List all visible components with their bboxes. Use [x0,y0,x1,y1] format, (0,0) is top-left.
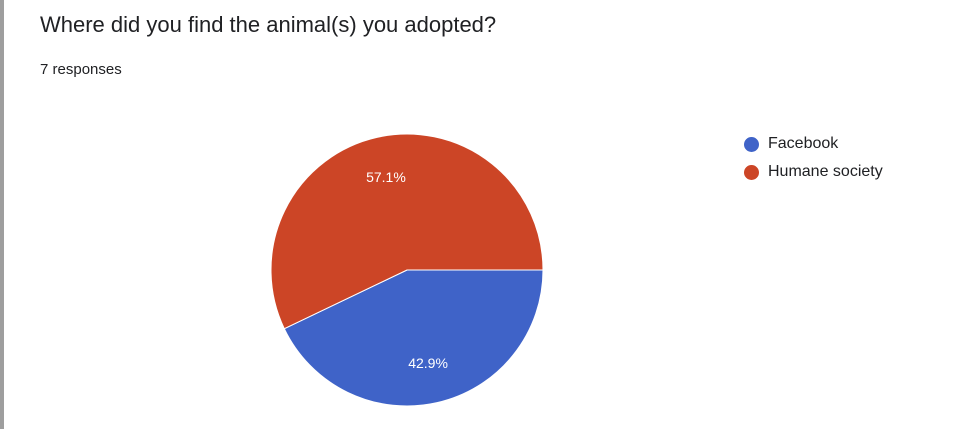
legend-swatch-facebook [744,136,759,152]
legend-swatch-humane-society [744,164,759,180]
chart-legend: Facebook Humane society [744,130,883,186]
legend-item-humane-society[interactable]: Humane society [744,158,883,186]
pie-slice-humane-society[interactable] [270,133,544,330]
pie-label-humane-society: 57.1% [366,169,406,185]
legend-label-facebook: Facebook [768,135,839,152]
pie-chart: 42.9% 57.1% [270,133,544,407]
legend-label-humane-society: Humane society [768,163,883,180]
pie-slice-facebook[interactable] [283,269,544,407]
response-count: 7 responses [40,61,122,78]
question-title: Where did you find the animal(s) you ado… [40,12,497,37]
pie-label-facebook: 42.9% [408,355,448,371]
legend-item-facebook[interactable]: Facebook [744,130,883,158]
